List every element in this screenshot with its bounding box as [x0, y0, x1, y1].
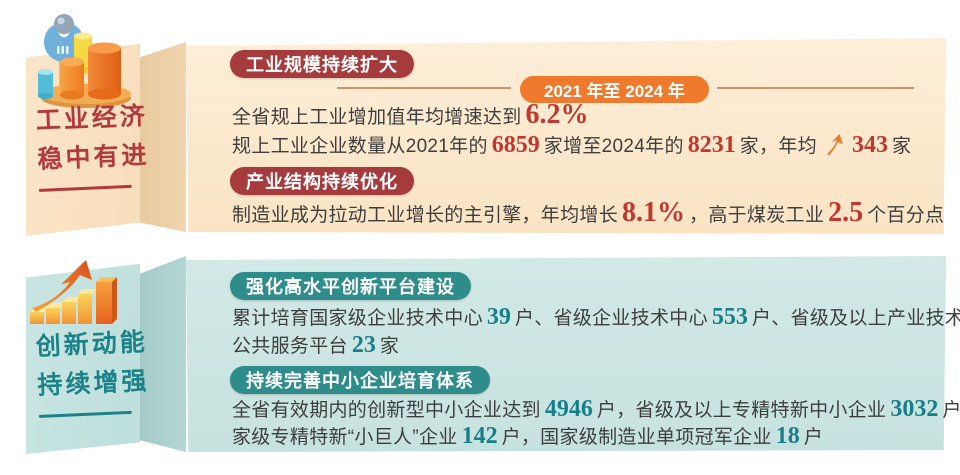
stat-text: 家: [891, 136, 912, 157]
stat-text: 户，国家级制造业单项冠军企业: [501, 427, 772, 448]
stat-number: 8231: [687, 132, 736, 158]
badge-industry-scale: 工业规模持续扩大: [230, 50, 414, 78]
stat-line-growth-rate: 全省规上工业增加值年均增速达到 6.2%: [232, 99, 593, 131]
stat-text: 户，国: [942, 400, 960, 421]
period-tag-label: 2021 年至 2024 年: [544, 82, 685, 101]
up-arrow-icon: [826, 134, 843, 156]
stat-text: ，高于煤炭工业: [689, 205, 825, 226]
innovation-title-line1: 创新动能: [35, 328, 149, 361]
innovation-title-line2: 持续增强: [36, 367, 151, 400]
stat-text: 制造业成为拉动工业增长的主引擎，年均增长: [232, 205, 619, 226]
stat-line-innovative-sme: 全省有效期内的创新型中小企业达到 4946 户，省级及以上专精特新中小企业 30…: [232, 395, 960, 423]
stat-text: 家，年均: [739, 136, 817, 157]
stat-text: 累计培育国家级企业技术中心: [232, 308, 483, 329]
stat-text: 规上工业企业数量从2021年的: [232, 136, 488, 157]
stat-text: 家级专精特新“小巨人”企业: [232, 427, 458, 448]
innovation-panel-title: 创新动能 持续增强: [35, 323, 151, 418]
badge-industry-structure: 产业结构持续优化: [230, 167, 414, 195]
industry-title-line2: 稳中有进: [36, 141, 151, 174]
stat-line-enterprise-count: 规上工业企业数量从2021年的 6859 家增至2024年的 8231 家，年均…: [232, 131, 911, 159]
stat-text: 公共服务平台: [232, 336, 348, 357]
stat-text: 户: [803, 427, 824, 448]
innovation-fold-spine: [140, 256, 186, 452]
stat-line-manufacturing: 制造业成为拉动工业增长的主引擎，年均增长 8.1% ，高于煤炭工业 2.5 个百…: [232, 197, 944, 229]
badge-innovation-platform-label: 强化高水平创新平台建设: [246, 277, 455, 297]
badge-industry-structure-label: 产业结构持续优化: [246, 172, 398, 192]
stat-line-tech-centers: 累计培育国家级企业技术中心 39 户、省级企业技术中心 553 户、省级及以上产…: [232, 303, 960, 331]
bar-glyphs: [30, 277, 117, 324]
cylinder-bar-chart-with-wrench-icon: [38, 14, 131, 108]
stat-text: 户、省级及以上产业技术基础: [751, 308, 960, 329]
stat-number: 553: [711, 304, 748, 330]
stat-number: 142: [461, 423, 498, 449]
badge-industry-scale-label: 工业规模持续扩大: [246, 55, 398, 75]
stat-text: 户、省级企业技术中心: [514, 308, 708, 329]
decor-line-left: [337, 87, 511, 89]
industry-panel-title: 工业经济 稳中有进: [35, 97, 151, 192]
period-tag: 2021 年至 2024 年: [520, 76, 709, 103]
stat-text: 户，省级及以上专精特新中小企业: [596, 400, 887, 421]
stat-number: 6859: [491, 132, 540, 158]
swoosh-arrow-glyph: [32, 260, 92, 312]
cyan-cylinder-glyph: [38, 72, 53, 96]
stat-number: 23: [351, 332, 376, 358]
badge-sme-cultivation: 持续完善中小企业培育体系: [230, 366, 490, 394]
stat-text: 家增至2024年的: [543, 136, 684, 157]
mid-orange-cylinder-glyph: [60, 62, 84, 95]
decor-line-right: [717, 87, 914, 89]
stat-number: 4946: [544, 396, 593, 422]
badge-innovation-platform: 强化高水平创新平台建设: [230, 272, 471, 300]
stat-number: 6.2%: [525, 99, 589, 130]
stat-number: 8.1%: [622, 197, 686, 228]
stat-text: 个百分点: [867, 205, 945, 226]
stat-number: 18: [775, 423, 800, 449]
stat-line-service-platforms: 公共服务平台 23 家: [232, 331, 399, 359]
stat-number: 39: [486, 304, 511, 330]
industry-title-line1: 工业经济: [35, 102, 149, 135]
stat-line-little-giants: 家级专精特新“小巨人”企业 142 户，国家级制造业单项冠军企业 18 户: [232, 422, 823, 450]
stat-text: 家: [379, 336, 400, 357]
stat-number: 343: [851, 132, 888, 158]
stat-text: 全省规上工业增加值年均增速达到: [232, 107, 522, 128]
rising-bars-with-arrow-icon: [30, 260, 117, 324]
stat-number: 2.5: [828, 197, 864, 228]
large-orange-cylinder-glyph: [88, 48, 121, 94]
stat-number: 3032: [890, 396, 939, 422]
badge-sme-cultivation-label: 持续完善中小企业培育体系: [246, 371, 474, 391]
stat-text: 全省有效期内的创新型中小企业达到: [232, 400, 541, 421]
industry-fold-spine: [140, 42, 186, 232]
